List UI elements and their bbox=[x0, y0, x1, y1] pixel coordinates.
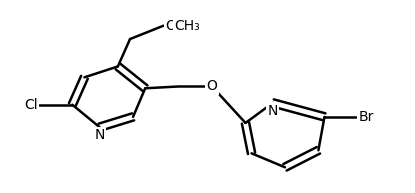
Text: N: N bbox=[268, 104, 278, 118]
Text: CH₃: CH₃ bbox=[174, 19, 200, 33]
Text: O: O bbox=[165, 19, 176, 33]
Text: Br: Br bbox=[358, 110, 374, 124]
Text: Cl: Cl bbox=[24, 98, 38, 112]
Text: N: N bbox=[95, 128, 105, 142]
Text: O: O bbox=[207, 80, 217, 93]
